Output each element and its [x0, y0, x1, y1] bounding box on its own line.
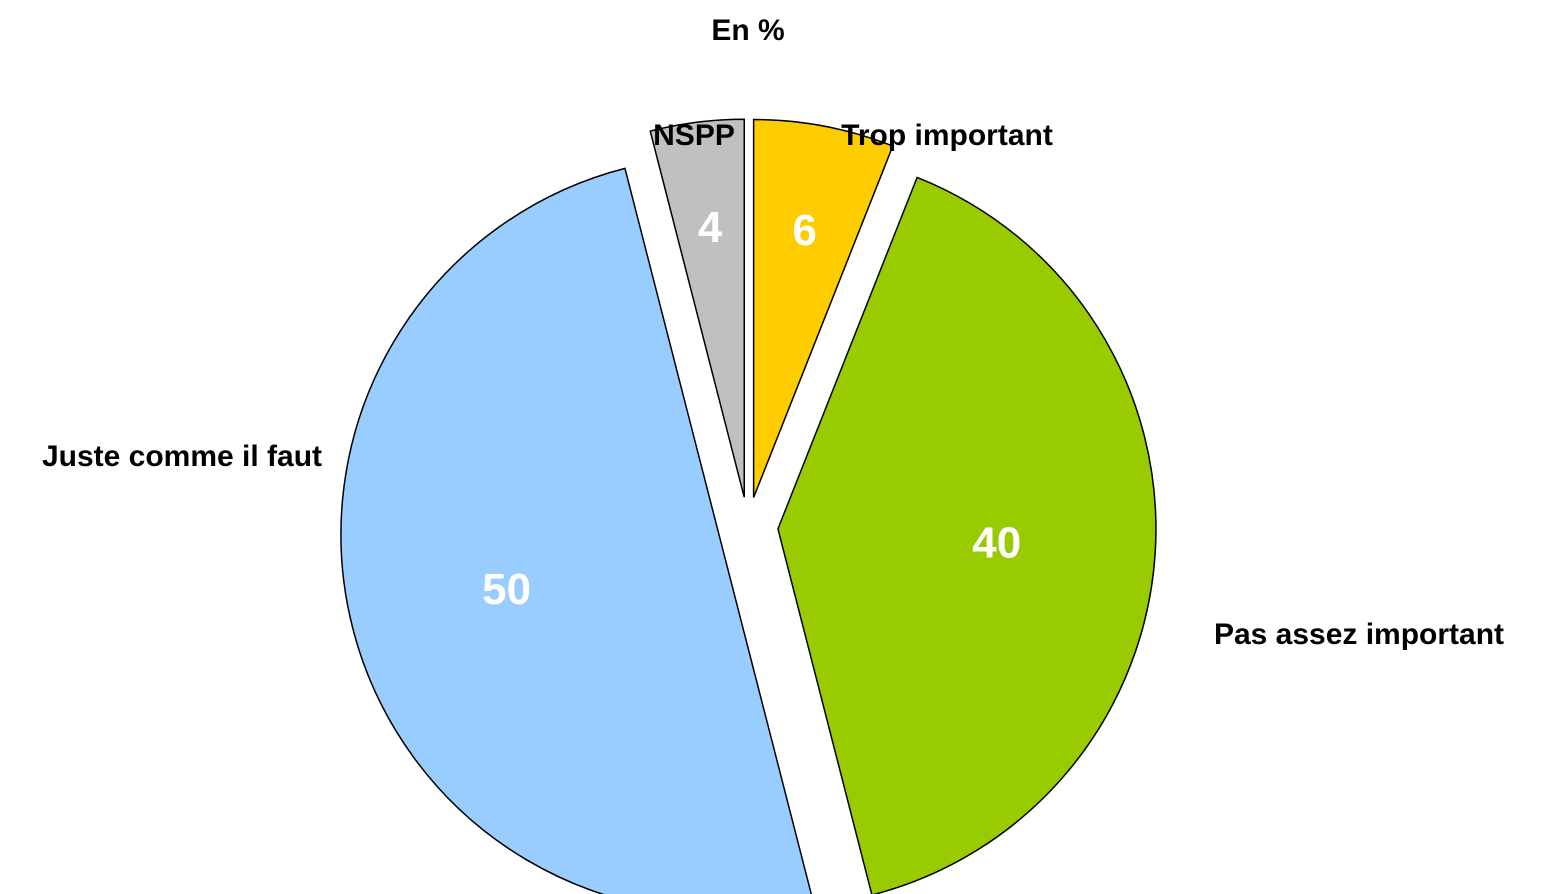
pie-slice-trop-important — [752, 118, 894, 498]
pie-slices — [340, 118, 1157, 894]
category-label-trop-important: Trop important — [841, 119, 1053, 152]
category-labels: Trop important Pas assez important Juste c… — [42, 119, 1504, 651]
category-label-nspp: NSPP — [653, 119, 735, 152]
value-label-juste-comme-il-faut: 50 — [482, 565, 531, 614]
category-label-juste-comme-il-faut: Juste comme il faut — [42, 440, 322, 473]
pie-slice-juste-comme-il-faut — [340, 167, 813, 894]
pie-slice-nspp — [649, 118, 745, 498]
value-label-pas-assez-important: 40 — [972, 519, 1021, 568]
category-label-pas-assez-important: Pas assez important — [1214, 618, 1504, 651]
chart-title: En % — [711, 14, 784, 47]
pie-slice-pas-assez-important — [777, 176, 1157, 894]
value-label-trop-important: 6 — [792, 206, 816, 255]
value-label-nspp: 4 — [698, 203, 723, 252]
value-labels: 6 40 50 4 — [482, 203, 1021, 614]
